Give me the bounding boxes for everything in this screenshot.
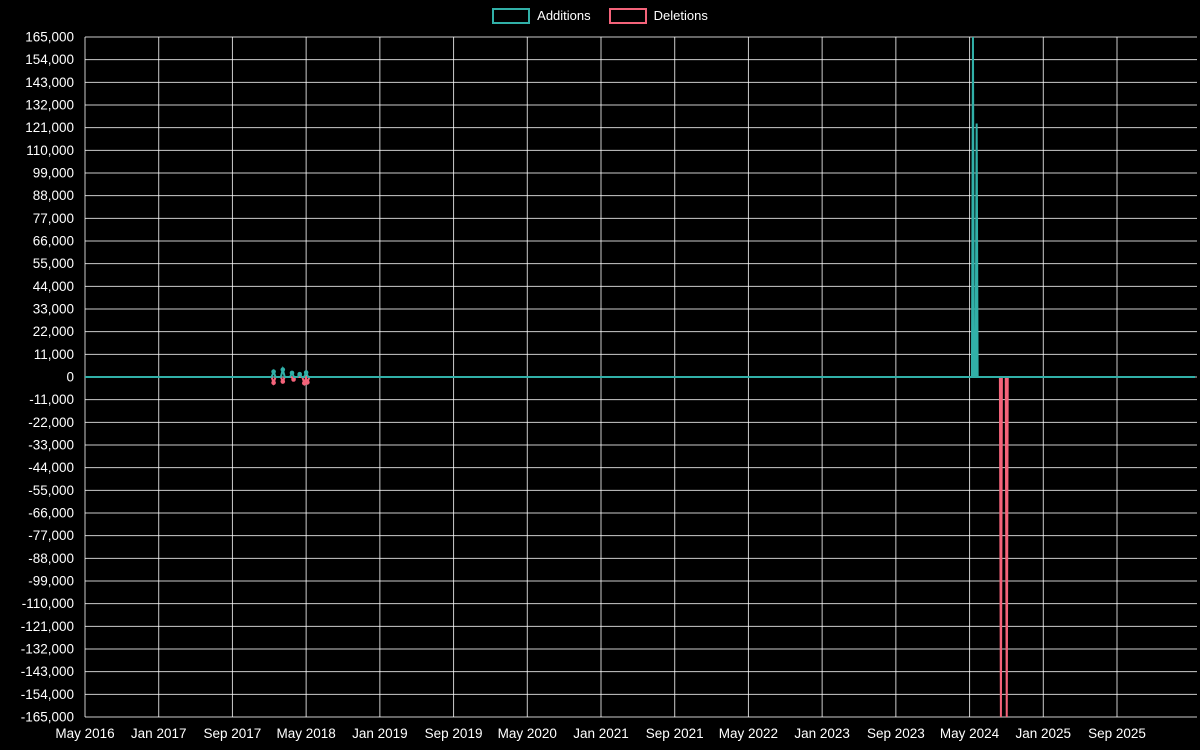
svg-text:-22,000: -22,000 bbox=[28, 415, 74, 430]
svg-text:99,000: 99,000 bbox=[33, 166, 74, 181]
series-deletions-point bbox=[291, 377, 296, 382]
legend-item-additions[interactable]: Additions bbox=[492, 8, 591, 24]
svg-text:Jan 2025: Jan 2025 bbox=[1016, 726, 1072, 741]
series-additions-point bbox=[280, 367, 286, 372]
svg-text:Sep 2019: Sep 2019 bbox=[425, 726, 483, 741]
svg-text:Sep 2023: Sep 2023 bbox=[867, 726, 925, 741]
svg-text:-165,000: -165,000 bbox=[21, 710, 74, 725]
svg-text:May 2020: May 2020 bbox=[498, 726, 557, 741]
series-additions-point bbox=[271, 369, 276, 374]
svg-text:May 2024: May 2024 bbox=[940, 726, 1000, 741]
series-additions-line bbox=[85, 36, 1195, 378]
svg-text:-33,000: -33,000 bbox=[28, 438, 74, 453]
svg-text:May 2022: May 2022 bbox=[719, 726, 778, 741]
series-deletions-line bbox=[85, 376, 1195, 718]
legend-label-additions: Additions bbox=[537, 8, 591, 23]
svg-text:77,000: 77,000 bbox=[33, 211, 74, 226]
grid-horizontal bbox=[85, 36, 1197, 718]
svg-text:Sep 2021: Sep 2021 bbox=[646, 726, 704, 741]
chart-legend: Additions Deletions bbox=[0, 8, 1200, 24]
svg-text:May 2018: May 2018 bbox=[276, 726, 335, 741]
svg-text:-77,000: -77,000 bbox=[28, 528, 74, 543]
deletions-swatch bbox=[608, 8, 647, 24]
svg-text:-110,000: -110,000 bbox=[22, 596, 74, 611]
svg-text:-88,000: -88,000 bbox=[28, 551, 74, 566]
svg-text:11,000: 11,000 bbox=[34, 347, 74, 362]
svg-text:Sep 2017: Sep 2017 bbox=[204, 726, 262, 741]
svg-text:-143,000: -143,000 bbox=[21, 664, 74, 679]
series-deletions-point bbox=[271, 380, 276, 386]
series-additions-point bbox=[297, 371, 302, 377]
svg-text:88,000: 88,000 bbox=[33, 188, 74, 203]
svg-text:143,000: 143,000 bbox=[25, 75, 74, 90]
svg-text:-66,000: -66,000 bbox=[28, 506, 74, 521]
svg-text:Jan 2021: Jan 2021 bbox=[573, 726, 629, 741]
svg-text:Jan 2023: Jan 2023 bbox=[794, 726, 850, 741]
svg-text:132,000: 132,000 bbox=[25, 98, 74, 113]
svg-text:-99,000: -99,000 bbox=[28, 574, 74, 589]
svg-text:121,000: 121,000 bbox=[25, 120, 74, 135]
svg-text:-44,000: -44,000 bbox=[28, 460, 74, 475]
svg-text:55,000: 55,000 bbox=[33, 256, 74, 271]
svg-text:-11,000: -11,000 bbox=[29, 392, 74, 407]
svg-text:22,000: 22,000 bbox=[33, 324, 74, 339]
svg-text:-55,000: -55,000 bbox=[28, 483, 74, 498]
y-axis-labels: 165,000 154,000 143,000 132,000 121,000 110,0… bbox=[21, 30, 74, 725]
svg-text:66,000: 66,000 bbox=[33, 234, 74, 249]
svg-text:44,000: 44,000 bbox=[33, 279, 74, 294]
x-axis-labels: May 2016 Jan 2017 Sep 2017 May 2018 Jan 2019… bbox=[55, 726, 1146, 741]
svg-text:0: 0 bbox=[66, 370, 74, 385]
series-additions-point bbox=[303, 370, 309, 375]
svg-text:165,000: 165,000 bbox=[25, 30, 74, 45]
legend-label-deletions: Deletions bbox=[653, 8, 708, 23]
svg-text:33,000: 33,000 bbox=[33, 302, 74, 317]
series-deletions-point bbox=[305, 380, 310, 385]
svg-text:Sep 2025: Sep 2025 bbox=[1088, 726, 1146, 741]
svg-text:154,000: 154,000 bbox=[25, 52, 74, 67]
additions-swatch bbox=[492, 8, 531, 24]
svg-text:-154,000: -154,000 bbox=[21, 687, 74, 702]
svg-text:Jan 2017: Jan 2017 bbox=[131, 726, 187, 741]
svg-text:-132,000: -132,000 bbox=[21, 642, 74, 657]
legend-item-deletions[interactable]: Deletions bbox=[608, 8, 708, 24]
series-additions-point bbox=[289, 370, 295, 376]
svg-text:Jan 2019: Jan 2019 bbox=[352, 726, 408, 741]
svg-text:110,000: 110,000 bbox=[26, 143, 74, 158]
svg-text:-121,000: -121,000 bbox=[21, 619, 74, 634]
series-deletions-point bbox=[280, 379, 286, 384]
svg-text:May 2016: May 2016 bbox=[55, 726, 114, 741]
